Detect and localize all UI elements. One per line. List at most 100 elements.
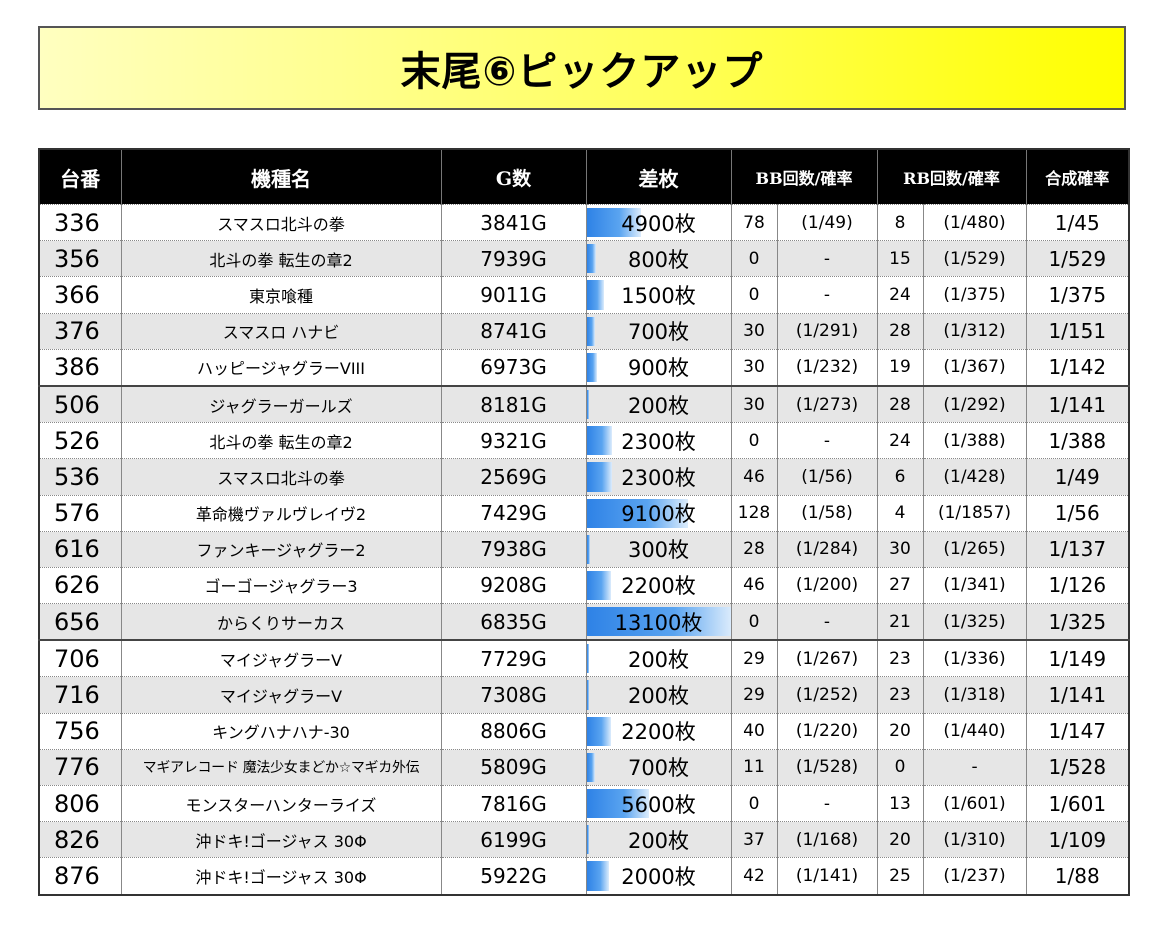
row-machine-name: 東京喰種	[120, 276, 441, 314]
row-id: 706	[39, 639, 121, 677]
row-id: 716	[39, 676, 121, 714]
row-diff: 200枚	[585, 676, 731, 714]
row-bb-rate: (1/220)	[776, 712, 877, 750]
table-row: 356 北斗の拳 転生の章2 7939G 800枚 0-15 (1/529) 1/529	[39, 240, 1130, 277]
row-rb-rate: (1/292)	[922, 384, 1027, 423]
row-machine-name: スマスロ北斗の拳	[120, 458, 441, 495]
row-machine-name: からくりサーカス	[120, 603, 441, 641]
row-rb-count: 0	[876, 748, 923, 786]
table-row: 526 北斗の拳 転生の章2 9321G 2300枚 0-24 (1/388) 1/388	[39, 422, 1130, 459]
row-combined: 1/528	[1025, 748, 1130, 786]
row-bb-rate: (1/273)	[776, 384, 877, 423]
row-diff: 13100枚	[585, 603, 731, 641]
row-combined: 1/109	[1025, 821, 1130, 858]
row-rb-rate: -	[922, 748, 1027, 786]
row-machine-name: スマスロ ハナビ	[120, 312, 441, 350]
row-games: 7938G	[440, 530, 586, 568]
diff-value: 2000枚	[621, 864, 696, 889]
row-machine-name: マイジャグラーV	[120, 639, 441, 677]
diff-value: 200枚	[627, 684, 690, 709]
diff-value: 9100枚	[621, 502, 696, 527]
row-combined: 1/375	[1025, 276, 1130, 314]
row-rb-count: 20	[876, 821, 923, 858]
row-bb-count: 0	[730, 422, 777, 459]
row-rb-count: 30	[876, 530, 923, 568]
table-row: 706 マイジャグラーV 7729G 200枚 29 (1/267) 23 (1/336) 1/…	[39, 639, 1130, 677]
row-id: 876	[39, 857, 121, 895]
row-diff: 900枚	[585, 348, 731, 386]
row-bb-count: 0	[730, 276, 777, 314]
row-machine-name: 沖ドキ!ゴージャス 30Φ	[120, 857, 441, 895]
diff-bar	[587, 426, 612, 456]
row-machine-name: モンスターハンターライズ	[120, 784, 441, 822]
diff-bar	[587, 280, 604, 310]
row-bb-rate: (1/528)	[776, 748, 877, 786]
header-id: 台番	[39, 149, 121, 205]
row-diff: 200枚	[585, 821, 731, 858]
row-machine-name: 沖ドキ!ゴージャス 30Φ	[120, 821, 441, 858]
row-rb-rate: (1/325)	[922, 603, 1027, 641]
row-games: 7939G	[440, 240, 586, 277]
diff-value: 2200枚	[621, 720, 696, 745]
row-rb-rate: (1/310)	[922, 821, 1027, 858]
row-rb-count: 15	[876, 240, 923, 277]
row-id: 336	[39, 203, 121, 241]
row-games: 3841G	[440, 203, 586, 241]
header-row: 台番 機種名 G数 差枚 BB回数/確率 RB回数/確率 合成確率	[39, 149, 1130, 205]
row-combined: 1/151	[1025, 312, 1130, 350]
diff-bar	[587, 208, 641, 238]
row-rb-count: 20	[876, 712, 923, 750]
row-id: 776	[39, 748, 121, 786]
row-id: 536	[39, 458, 121, 495]
diff-value: 5600枚	[621, 792, 696, 817]
page-title: 末尾⑥ピックアップ	[400, 49, 764, 95]
diff-value: 1500枚	[621, 283, 696, 308]
row-diff: 2000枚	[585, 857, 731, 895]
table-row: 626 ゴーゴージャグラー3 9208G 2200枚 46 (1/200) 27 (1/341…	[39, 566, 1130, 604]
row-games: 6199G	[440, 821, 586, 858]
row-id: 506	[39, 384, 121, 423]
row-bb-rate: -	[776, 240, 877, 277]
diff-bar	[587, 462, 612, 492]
row-rb-rate: (1/367)	[922, 348, 1027, 386]
header-combined: 合成確率	[1025, 149, 1130, 205]
row-machine-name: ゴーゴージャグラー3	[120, 566, 441, 604]
row-bb-count: 128	[730, 494, 777, 532]
row-rb-rate: (1/428)	[922, 458, 1027, 495]
row-games: 8741G	[440, 312, 586, 350]
row-id: 386	[39, 348, 121, 386]
table-row: 376 スマスロ ハナビ 8741G 700枚 30 (1/291) 28 (1/312) 1/…	[39, 312, 1130, 350]
row-bb-rate: -	[776, 784, 877, 822]
row-bb-count: 78	[730, 203, 777, 241]
row-bb-rate: (1/232)	[776, 348, 877, 386]
row-games: 9321G	[440, 422, 586, 459]
row-diff: 9100枚	[585, 494, 731, 532]
row-diff: 2300枚	[585, 422, 731, 459]
diff-bar	[587, 789, 649, 819]
table-row: 336 スマスロ北斗の拳 3841G 4900枚 78 (1/49) 8 (1/480) 1/4…	[39, 203, 1130, 241]
row-bb-count: 37	[730, 821, 777, 858]
row-id: 826	[39, 821, 121, 858]
row-rb-rate: (1/336)	[922, 639, 1027, 677]
row-rb-rate: (1/529)	[922, 240, 1027, 277]
row-bb-rate: (1/56)	[776, 458, 877, 495]
diff-bar	[587, 644, 589, 674]
diff-bar	[587, 607, 731, 637]
row-rb-rate: (1/318)	[922, 676, 1027, 714]
row-machine-name: 北斗の拳 転生の章2	[120, 422, 441, 459]
row-rb-count: 23	[876, 639, 923, 677]
row-rb-rate: (1/312)	[922, 312, 1027, 350]
row-bb-count: 46	[730, 566, 777, 604]
diff-value: 2300枚	[621, 465, 696, 490]
row-combined: 1/149	[1025, 639, 1130, 677]
diff-bar	[587, 752, 595, 782]
row-bb-count: 0	[730, 240, 777, 277]
diff-value: 13100枚	[614, 610, 703, 635]
row-bb-rate: -	[776, 422, 877, 459]
row-diff: 200枚	[585, 384, 731, 423]
row-diff: 700枚	[585, 312, 731, 350]
row-combined: 1/88	[1025, 857, 1130, 895]
row-bb-count: 0	[730, 603, 777, 641]
row-combined: 1/141	[1025, 384, 1130, 423]
row-machine-name: マイジャグラーV	[120, 676, 441, 714]
